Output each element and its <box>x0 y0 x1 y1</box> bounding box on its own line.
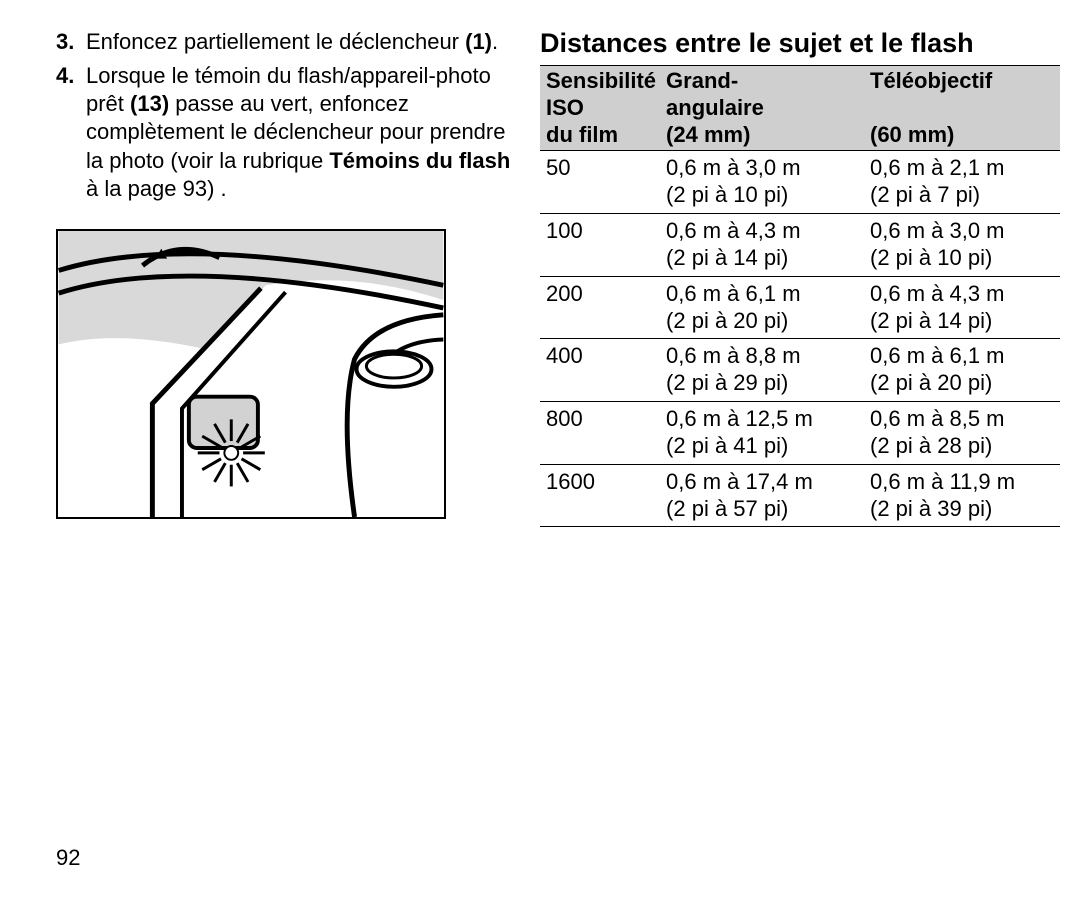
instruction-list: 3.Enfoncez partiellement le déclencheur … <box>56 28 516 209</box>
cell-tele: 0,6 m à 6,1 m(2 pi à 20 pi) <box>864 339 1060 402</box>
cell-iso: 50 <box>540 151 660 214</box>
cell-wide: 0,6 m à 8,8 m(2 pi à 29 pi) <box>660 339 864 402</box>
cell-wide: 0,6 m à 4,3 m(2 pi à 14 pi) <box>660 214 864 277</box>
table-row: 2000,6 m à 6,1 m(2 pi à 20 pi)0,6 m à 4,… <box>540 276 1060 339</box>
table-row: 16000,6 m à 17,4 m(2 pi à 57 pi)0,6 m à … <box>540 464 1060 527</box>
cell-tele: 0,6 m à 2,1 m(2 pi à 7 pi) <box>864 151 1060 214</box>
flash-distance-tbody: 500,6 m à 3,0 m(2 pi à 10 pi)0,6 m à 2,1… <box>540 151 1060 527</box>
cell-tele: 0,6 m à 3,0 m(2 pi à 10 pi) <box>864 214 1060 277</box>
instruction-step: 4.Lorsque le témoin du flash/appareil-ph… <box>56 62 516 203</box>
cell-iso: 200 <box>540 276 660 339</box>
cell-iso: 800 <box>540 402 660 465</box>
section-title: Distances entre le sujet et le flash <box>540 28 1060 59</box>
table-row: 500,6 m à 3,0 m(2 pi à 10 pi)0,6 m à 2,1… <box>540 151 1060 214</box>
cell-iso: 1600 <box>540 464 660 527</box>
table-row: 8000,6 m à 12,5 m(2 pi à 41 pi)0,6 m à 8… <box>540 402 1060 465</box>
camera-illustration <box>56 229 446 519</box>
step-text: Lorsque le témoin du flash/appareil-phot… <box>86 62 516 203</box>
th-wide: Grand-angulaire(24 mm) <box>660 66 864 151</box>
cell-wide: 0,6 m à 17,4 m(2 pi à 57 pi) <box>660 464 864 527</box>
cell-iso: 100 <box>540 214 660 277</box>
page-number: 92 <box>56 845 80 871</box>
table-row: 4000,6 m à 8,8 m(2 pi à 29 pi)0,6 m à 6,… <box>540 339 1060 402</box>
cell-wide: 0,6 m à 12,5 m(2 pi à 41 pi) <box>660 402 864 465</box>
cell-wide: 0,6 m à 6,1 m(2 pi à 20 pi) <box>660 276 864 339</box>
cell-iso: 400 <box>540 339 660 402</box>
cell-wide: 0,6 m à 3,0 m(2 pi à 10 pi) <box>660 151 864 214</box>
cell-tele: 0,6 m à 11,9 m(2 pi à 39 pi) <box>864 464 1060 527</box>
th-tele: Téléobjectif(60 mm) <box>864 66 1060 151</box>
step-number: 3. <box>56 28 86 56</box>
flash-distance-table: SensibilitéISOdu film Grand-angulaire(24… <box>540 65 1060 527</box>
instruction-step: 3.Enfoncez partiellement le déclencheur … <box>56 28 516 56</box>
step-number: 4. <box>56 62 86 203</box>
th-iso: SensibilitéISOdu film <box>540 66 660 151</box>
cell-tele: 0,6 m à 4,3 m(2 pi à 14 pi) <box>864 276 1060 339</box>
step-text: Enfoncez partiellement le déclencheur (1… <box>86 28 516 56</box>
table-row: 1000,6 m à 4,3 m(2 pi à 14 pi)0,6 m à 3,… <box>540 214 1060 277</box>
cell-tele: 0,6 m à 8,5 m(2 pi à 28 pi) <box>864 402 1060 465</box>
